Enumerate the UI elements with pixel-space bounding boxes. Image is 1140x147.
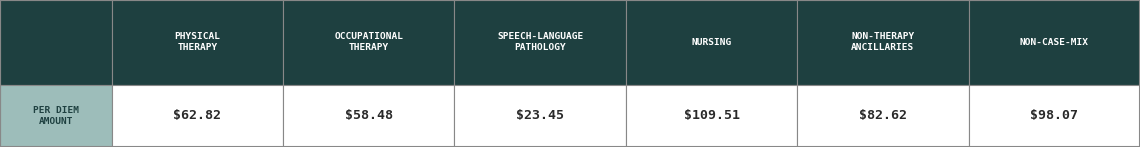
Text: OCCUPATIONAL
THERAPY: OCCUPATIONAL THERAPY [334,32,404,52]
Text: $82.62: $82.62 [858,109,907,122]
Bar [797,0,969,85]
Bar [455,0,626,85]
Text: $62.82: $62.82 [173,109,221,122]
Bar [626,0,797,85]
Bar [455,85,626,147]
Bar [283,85,455,147]
Text: PER DIEM
AMOUNT: PER DIEM AMOUNT [33,106,79,126]
Bar [969,0,1140,85]
Text: $23.45: $23.45 [516,109,564,122]
Bar [797,85,969,147]
Bar [969,85,1140,147]
Bar [626,85,797,147]
Text: PHYSICAL
THERAPY: PHYSICAL THERAPY [174,32,220,52]
Text: NON-THERAPY
ANCILLARIES: NON-THERAPY ANCILLARIES [852,32,914,52]
Bar [0,85,112,147]
Bar [112,85,283,147]
Text: $109.51: $109.51 [684,109,740,122]
Bar [283,0,455,85]
Text: NON-CASE-MIX: NON-CASE-MIX [1020,38,1089,47]
Bar [112,0,283,85]
Bar [0,0,112,85]
Text: $58.48: $58.48 [344,109,393,122]
Text: $98.07: $98.07 [1031,109,1078,122]
Text: NURSING: NURSING [692,38,732,47]
Text: SPEECH-LANGUAGE
PATHOLOGY: SPEECH-LANGUAGE PATHOLOGY [497,32,584,52]
